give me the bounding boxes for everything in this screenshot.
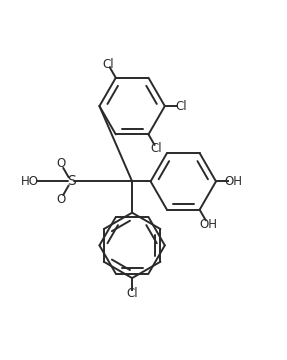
Text: HO: HO [21, 175, 39, 188]
Text: O: O [56, 157, 65, 170]
Text: OH: OH [224, 175, 242, 188]
Text: Cl: Cl [175, 100, 187, 113]
Text: S: S [67, 175, 75, 188]
Text: Cl: Cl [102, 58, 114, 71]
Text: Cl: Cl [151, 142, 162, 155]
Text: OH: OH [199, 218, 217, 231]
Text: Cl: Cl [126, 288, 138, 301]
Text: O: O [56, 193, 65, 206]
